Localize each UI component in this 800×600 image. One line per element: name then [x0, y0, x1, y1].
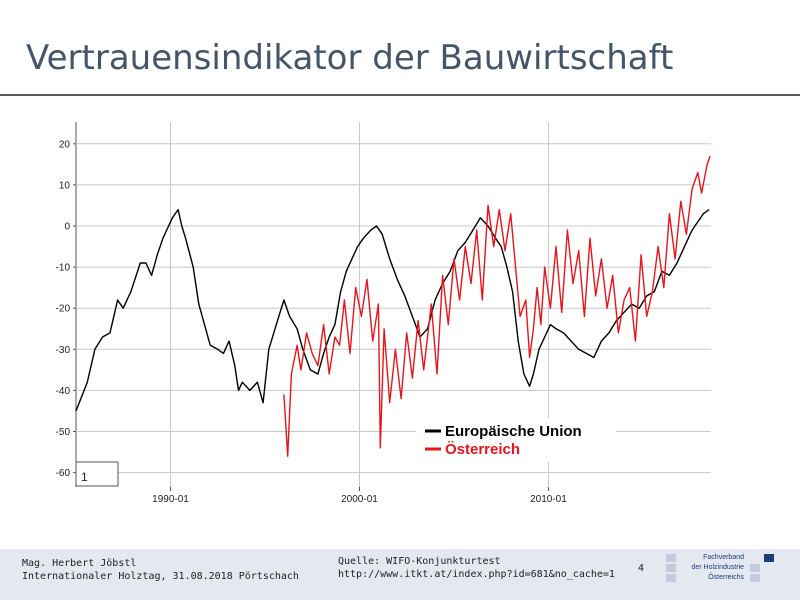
y-tick-label: -60 — [56, 468, 71, 479]
y-tick-label: 0 — [64, 222, 70, 233]
logo-line-2: der Holzindustrie — [691, 564, 744, 571]
footer-source-label: Quelle: WIFO-Konjunkturtest — [338, 556, 501, 567]
title-divider — [0, 94, 800, 96]
logo-line-1: Fachverband — [703, 554, 744, 561]
value-box-label: 1 — [81, 470, 88, 484]
logo-square-dark — [764, 554, 774, 562]
footer-source-url[interactable]: http://www.itkt.at/index.php?id=681&no_c… — [338, 569, 615, 580]
page-number: 4 — [638, 563, 645, 574]
logo-square-light — [750, 574, 760, 582]
series-lines — [75, 155, 711, 457]
y-tick-label: 20 — [59, 139, 71, 150]
logo-line-3: Österreichs — [708, 574, 744, 581]
legend-label: Europäische Union — [445, 423, 582, 440]
footer-author: Mag. Herbert Jöbstl — [22, 558, 137, 569]
line-chart: 20 10 0 -10 -20 -30 -40 -50 -60 1990-01 2000-01 20… — [56, 122, 711, 505]
series-line-austria — [283, 155, 711, 457]
legend-label: Österreich — [445, 441, 520, 458]
y-tick-label: -40 — [56, 386, 71, 397]
y-axis-ticks: 20 10 0 -10 -20 -30 -40 -50 -60 — [56, 139, 76, 479]
legend-background — [416, 418, 616, 462]
footer-event: Internationaler Holztag, 31.08.2018 Pört… — [22, 571, 299, 582]
organization-logo: Fachverband der Holzindustrie Österreich… — [666, 551, 778, 587]
y-tick-label: -10 — [56, 263, 71, 274]
x-tick-label: 2010-01 — [530, 494, 567, 505]
page-title: Vertrauensindikator der Bauwirtschaft — [26, 38, 674, 78]
x-tick-label: 2000-01 — [341, 494, 378, 505]
x-tick-label: 1990-01 — [152, 494, 189, 505]
logo-square-light — [666, 554, 676, 562]
grid-lines — [75, 122, 711, 487]
logo-square-light — [750, 564, 760, 572]
series-line-eu — [75, 208, 710, 412]
value-box-frame — [75, 461, 119, 487]
value-box: 1 — [75, 461, 119, 487]
y-tick-label: -50 — [56, 427, 71, 438]
y-tick-label: -20 — [56, 304, 71, 315]
logo-square-light — [666, 564, 676, 572]
logo-square-light — [666, 574, 676, 582]
y-tick-label: 10 — [59, 180, 71, 191]
x-axis-ticks: 1990-01 2000-01 2010-01 — [152, 487, 567, 505]
y-tick-label: -30 — [56, 345, 71, 356]
